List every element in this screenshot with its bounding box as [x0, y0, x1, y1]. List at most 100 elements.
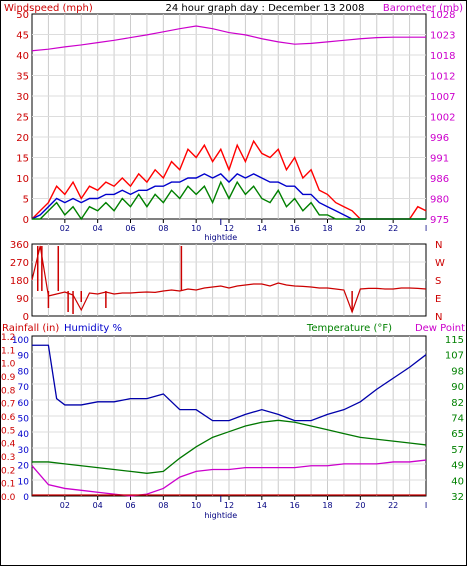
hour-tick-label: 02	[60, 224, 70, 233]
hour-tick-label: 18	[322, 224, 332, 233]
humidity-tick-label: 100	[12, 336, 29, 346]
chart-title: 24 hour graph day : December 13 2008	[166, 3, 365, 14]
windspeed-tick-label: 10	[16, 174, 29, 185]
windspeed-low-line	[32, 180, 426, 221]
temperature-tick-label: 115	[445, 335, 464, 346]
hour-tick-label: 16	[290, 501, 300, 510]
windspeed-tick-label: 15	[16, 154, 29, 165]
temperature-tick-label: 65	[451, 429, 464, 440]
humidity-tick-label: 20	[18, 462, 30, 472]
hour-tick-label: 16	[290, 224, 300, 233]
hour-tick-label: 18	[322, 501, 332, 510]
rainfall-tick-label: 0.0	[1, 493, 16, 503]
barometer-axis-label: Barometer (mb)	[383, 3, 463, 14]
temperature-tick-label: 74	[451, 414, 464, 425]
gridlines-wind	[32, 14, 426, 219]
hour-tick-label: 14	[257, 224, 267, 233]
rainfall-tick-label: 1.1	[1, 346, 15, 356]
barometer-tick-label: 1007	[430, 92, 455, 103]
temperature-axis-label: Temperature (°F)	[306, 323, 392, 334]
temperature-tick-label: 57	[451, 445, 464, 456]
barometer-line	[31, 25, 426, 52]
direction-tick-label: 90	[16, 294, 29, 305]
rainfall-tick-label: 0.3	[1, 453, 15, 463]
humidity-axis-label: Humidity %	[64, 323, 122, 334]
barometer-tick-label: 1018	[430, 51, 455, 62]
direction-series	[31, 245, 427, 314]
barometer-tick-label: 1028	[430, 10, 455, 21]
hightide-label-bottom: hightide	[204, 511, 237, 520]
compass-tick-label: E	[435, 294, 441, 305]
rainfall-tick-label: 0.6	[1, 413, 16, 423]
humidity-tick-label: 90	[18, 352, 30, 362]
rainfall-tick-label: 0.8	[1, 386, 16, 396]
direction-degree-ticks: 0 90 180 270 360	[10, 240, 29, 323]
humidity-tick-label: 50	[18, 415, 30, 425]
humidity-tick-label: 30	[18, 446, 30, 456]
wind-series	[31, 25, 427, 221]
compass-tick-label: N	[435, 240, 442, 251]
temperature-tick-label: 32	[451, 492, 464, 503]
hour-tick-label-end: I	[425, 224, 427, 233]
direction-tick-label: 270	[10, 258, 29, 269]
windspeed-tick-label: 20	[16, 133, 29, 144]
direction-tick-label: 180	[10, 276, 29, 287]
humidity-temperature-series	[31, 344, 427, 497]
direction-tick-label: 360	[10, 240, 29, 251]
compass-tick-label: W	[435, 258, 445, 269]
barometer-tick-label: 996	[430, 133, 449, 144]
hour-ticks-top: 02 04 06 08 10 12 14 16 18 20 22 I	[60, 219, 427, 233]
windspeed-tick-label: 25	[16, 113, 29, 124]
hour-tick-label: 10	[191, 501, 201, 510]
humidity-tick-label: 40	[18, 430, 30, 440]
dew-point-line	[31, 459, 427, 497]
temperature-tick-label: 107	[445, 351, 464, 362]
rainfall-tick-label: 1.0	[1, 360, 16, 370]
barometer-tick-label: 980	[430, 195, 449, 206]
hour-tick-label: 04	[93, 501, 103, 510]
humidity-tick-label: 0	[23, 493, 29, 503]
barometer-tick-label: 975	[430, 215, 449, 226]
windspeed-axis-label: Windspeed (mph)	[4, 3, 93, 14]
barometer-tick-label: 991	[430, 154, 449, 165]
hour-tick-label: 08	[158, 501, 168, 510]
humidity-tick-label: 80	[18, 367, 30, 377]
temperature-tick-label: 82	[451, 398, 464, 409]
rainfall-tick-label: 1.2	[1, 333, 15, 343]
humidity-tick-label: 70	[18, 383, 30, 393]
humidity-ticks: 0 10 20 30 40 50 60 70 80 90 100	[12, 336, 29, 503]
temperature-tick-label: 49	[451, 461, 464, 472]
barometer-tick-label: 1002	[430, 113, 455, 124]
humidity-line	[32, 344, 427, 422]
hour-tick-label: 12	[224, 224, 234, 233]
rainfall-tick-label: 0.2	[1, 466, 15, 476]
hour-tick-label: 02	[60, 501, 70, 510]
windspeed-tick-label: 50	[16, 10, 29, 21]
windspeed-tick-label: 45	[16, 31, 29, 42]
compass-tick-label: S	[435, 276, 441, 287]
temperature-tick-label: 90	[451, 382, 464, 393]
hightide-label: hightide	[204, 233, 237, 242]
rainfall-tick-label: 0.9	[1, 373, 16, 383]
barometer-ticks: 975 980 986 991 996 1002 1007 1012 1018 1023 1028	[430, 10, 455, 226]
hour-tick-label: 06	[125, 501, 135, 510]
windspeed-tick-label: 40	[16, 51, 29, 62]
wind-direction-line	[31, 245, 427, 314]
dewpoint-axis-label: Dew Point	[415, 323, 465, 334]
windspeed-tick-label: 5	[23, 195, 29, 206]
windspeed-tick-label: 0	[23, 215, 29, 226]
hour-tick-label: 10	[191, 224, 201, 233]
rainfall-tick-label: 0.4	[1, 440, 16, 450]
compass-tick-label: N	[435, 312, 442, 323]
barometer-tick-label: 1023	[430, 31, 455, 42]
windspeed-tick-label: 35	[16, 72, 29, 83]
hour-tick-label: 14	[257, 501, 267, 510]
direction-tick-label: 0	[23, 312, 29, 323]
panel-wind-barometer: 24 hour graph day : December 13 2008 Win…	[4, 3, 463, 242]
rainfall-ticks: 0.0 0.1 0.2 0.3 0.4 0.5 0.6 0.7 0.8 0.9 1.0 1.1 1.2	[1, 333, 16, 503]
gridlines-humidity	[32, 336, 426, 496]
hour-tick-label: 20	[355, 501, 365, 510]
